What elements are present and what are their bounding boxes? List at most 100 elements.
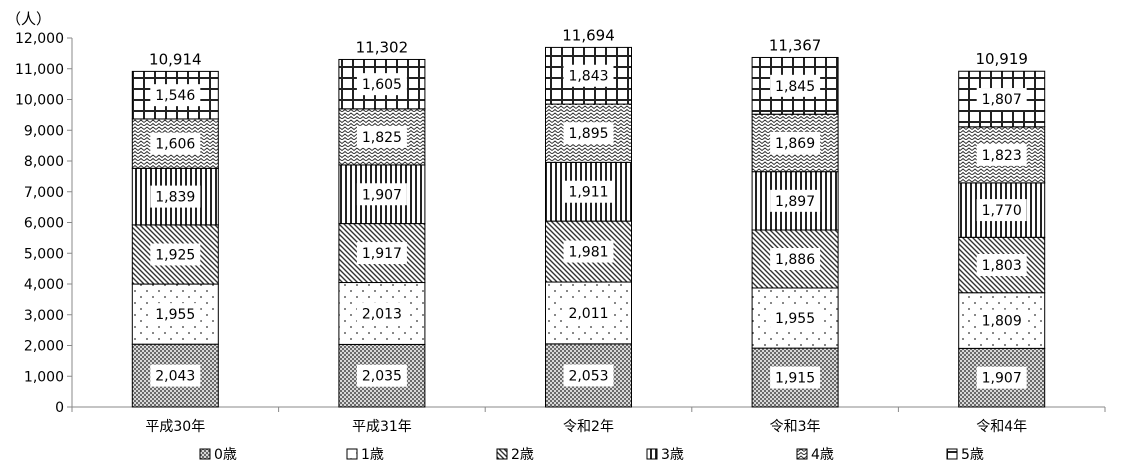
- data-label-box: [150, 185, 201, 208]
- data-label: 2,035: [362, 369, 402, 385]
- data-label: 1,895: [568, 126, 608, 142]
- data-label: 1,897: [775, 194, 815, 210]
- data-label: 1,955: [775, 311, 815, 327]
- data-label: 2,011: [568, 306, 608, 322]
- data-label-box: [563, 240, 614, 263]
- y-tick-label: 12,000: [15, 31, 64, 47]
- data-label-box: [356, 242, 407, 265]
- data-label-box: [356, 125, 407, 148]
- data-label-box: [563, 364, 614, 387]
- data-label-box: [770, 307, 821, 330]
- y-tick-label: 6,000: [24, 216, 64, 232]
- legend-label: 2歳: [511, 447, 534, 463]
- data-label-box: [356, 302, 407, 325]
- x-tick-label: 令和3年: [770, 419, 821, 435]
- data-label-box: [976, 254, 1027, 277]
- data-label: 1,925: [155, 247, 195, 263]
- data-label: 1,803: [982, 258, 1022, 274]
- y-tick-label: 3,000: [24, 308, 64, 324]
- bars: [131, 46, 1046, 408]
- y-tick-label: 1,000: [24, 369, 64, 385]
- bar-segment: [751, 287, 839, 349]
- data-label: 1,546: [155, 88, 195, 104]
- data-label: 1,825: [362, 130, 402, 146]
- legend-swatch: [346, 448, 358, 460]
- data-label: 1,911: [568, 185, 608, 201]
- data-label: 1,770: [982, 203, 1022, 219]
- total-label: 10,919: [975, 50, 1028, 68]
- data-label: 1,915: [775, 371, 815, 387]
- data-label: 1,843: [568, 69, 608, 85]
- legend-label: 1歳: [361, 447, 384, 463]
- data-label-box: [770, 131, 821, 154]
- x-tick-label: 令和4年: [976, 419, 1027, 435]
- data-label: 1,606: [155, 137, 195, 153]
- data-label-box: [150, 364, 201, 387]
- data-label-box: [356, 73, 407, 96]
- legend: 0歳 1歳 2歳 3歳 4歳 5歳: [199, 447, 984, 463]
- data-label: 1,605: [362, 77, 402, 93]
- total-label: 11,694: [562, 26, 615, 44]
- legend-swatch: [796, 448, 808, 460]
- x-tick-label: 平成31年: [352, 419, 412, 435]
- data-label-box: [563, 64, 614, 87]
- legend-label: 4歳: [811, 447, 834, 463]
- legend-swatch: [646, 448, 658, 460]
- data-label-box: [563, 301, 614, 324]
- data-label: 1,886: [775, 252, 815, 268]
- data-label: 1,869: [775, 136, 815, 152]
- data-label-box: [356, 364, 407, 387]
- data-label: 1,907: [362, 187, 402, 203]
- y-tick-label: 10,000: [15, 93, 64, 109]
- data-label: 2,043: [155, 369, 195, 385]
- data-labels: 2,043 1,955 1,925 1,839 1,606 1,546 10,914 2,03…: [149, 26, 1028, 389]
- legend-label: 3歳: [661, 447, 684, 463]
- data-label: 1,807: [982, 92, 1022, 108]
- data-label-box: [563, 180, 614, 203]
- data-label-box: [150, 132, 201, 155]
- data-label-box: [770, 74, 821, 97]
- legend-swatch: [946, 448, 958, 460]
- legend-label: 5歳: [961, 447, 984, 463]
- data-label: 2,013: [362, 306, 402, 322]
- data-label: 1,809: [982, 314, 1022, 330]
- y-tick-label: 11,000: [15, 62, 64, 78]
- data-label: 1,823: [982, 148, 1022, 164]
- data-label-box: [770, 366, 821, 389]
- data-label: 1,907: [982, 371, 1022, 387]
- bar-segment: [545, 161, 632, 222]
- total-label: 10,914: [149, 50, 202, 68]
- data-label-box: [563, 122, 614, 145]
- data-label-box: [976, 309, 1027, 332]
- data-label-box: [976, 88, 1027, 111]
- legend-swatch: [496, 448, 508, 460]
- x-tick-label: 平成30年: [145, 419, 205, 435]
- total-label: 11,302: [356, 38, 409, 56]
- data-label-box: [150, 303, 201, 326]
- data-label-box: [976, 366, 1027, 389]
- data-label-box: [356, 183, 407, 206]
- data-label-box: [770, 189, 821, 212]
- data-label: 1,955: [155, 307, 195, 323]
- bar-segment: [958, 292, 1046, 349]
- y-tick-label: 2,000: [24, 339, 64, 355]
- data-label: 1,917: [362, 246, 402, 262]
- total-label: 11,367: [769, 36, 822, 54]
- data-label: 2,053: [568, 368, 608, 384]
- y-tick-label: 8,000: [24, 154, 64, 170]
- data-label-box: [976, 143, 1027, 166]
- axes: （人） 0 1,000 2,000 3,000 4,000 5,000 6,000 7,000 8…: [6, 10, 1106, 435]
- data-label-box: [150, 84, 201, 107]
- data-label: 1,839: [155, 190, 195, 206]
- data-label-box: [976, 199, 1027, 222]
- x-tick-label: 令和2年: [563, 419, 614, 435]
- legend-swatch: [199, 448, 211, 460]
- y-tick-label: 0: [55, 400, 64, 416]
- y-tick-label: 7,000: [24, 185, 64, 201]
- legend-label: 0歳: [214, 447, 237, 463]
- data-label-box: [150, 243, 201, 266]
- data-label-box: [770, 248, 821, 271]
- data-label: 1,981: [568, 245, 608, 261]
